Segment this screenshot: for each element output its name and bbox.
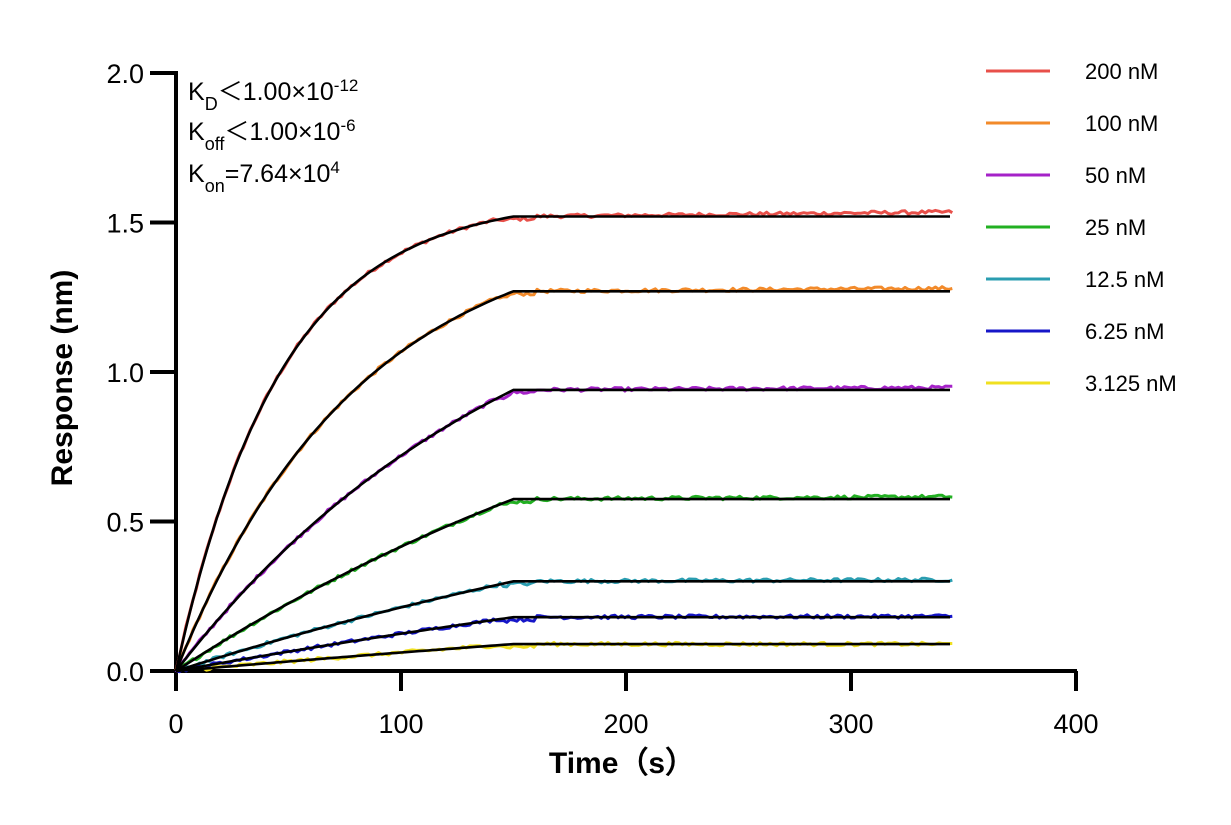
y-tick-label: 0.5 xyxy=(106,508,144,538)
legend-label: 25 nM xyxy=(1085,215,1146,240)
x-tick-label: 400 xyxy=(1053,709,1098,739)
y-tick-label: 0.0 xyxy=(106,657,144,687)
data-series-line xyxy=(174,384,953,673)
y-axis-title: Response (nm) xyxy=(46,270,79,487)
fit-layer xyxy=(174,215,950,673)
fit-curve-line xyxy=(174,215,950,672)
legend-label: 100 nM xyxy=(1085,111,1158,136)
fit-curve-line xyxy=(175,579,950,673)
data-series-line xyxy=(174,285,953,671)
y-tick-label: 1.5 xyxy=(106,209,144,239)
y-ticks: 0.0 0.5 1.0 1.5 2.0 xyxy=(106,59,176,687)
fit-curve-line xyxy=(174,388,950,672)
series-layer xyxy=(174,208,954,674)
koff-annotation: Koff＜1.00×10-6 xyxy=(188,116,356,155)
kon-annotation: Kon=7.64×104 xyxy=(188,158,340,197)
x-ticks: 0 100 200 300 400 xyxy=(168,671,1099,739)
kinetic-annotations: KD＜1.00×10-12 Koff＜1.00×10-6 Kon=7.64×10… xyxy=(188,76,358,197)
x-tick-label: 0 xyxy=(168,709,183,739)
y-tick-label: 2.0 xyxy=(106,59,144,89)
fit-curve-line xyxy=(174,289,950,672)
legend-label: 6.25 nM xyxy=(1085,319,1165,344)
legend-label: 50 nM xyxy=(1085,163,1146,188)
x-tick-label: 100 xyxy=(378,709,423,739)
legend: 200 nM 100 nM 50 nM 25 nM 12.5 nM 6.25 nM 3.12… xyxy=(986,59,1177,396)
fit-curve-line xyxy=(175,615,950,673)
legend-label: 3.125 nM xyxy=(1085,371,1177,396)
fit-curve-line xyxy=(175,497,950,673)
x-tick-label: 300 xyxy=(828,709,873,739)
y-tick-label: 1.0 xyxy=(106,358,144,388)
fit-curve-line xyxy=(175,642,950,673)
data-series-line xyxy=(175,576,953,673)
x-axis-title: Time（s） xyxy=(549,746,695,780)
legend-label: 12.5 nM xyxy=(1085,267,1165,292)
kd-annotation: KD＜1.00×10-12 xyxy=(188,76,358,115)
x-tick-label: 200 xyxy=(603,709,648,739)
legend-label: 200 nM xyxy=(1085,59,1158,84)
